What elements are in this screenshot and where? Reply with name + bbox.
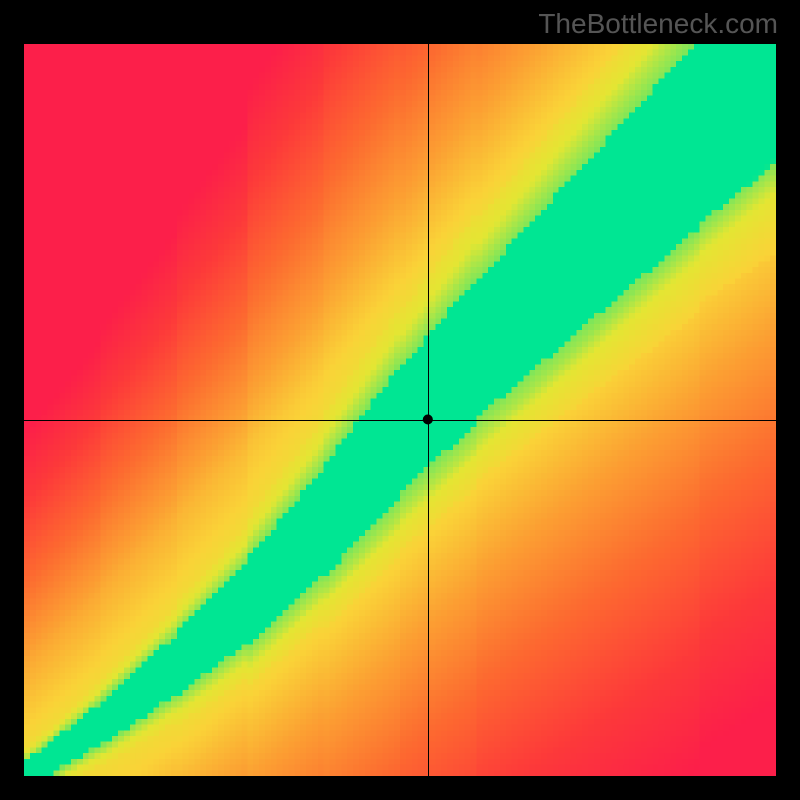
figure-root: TheBottleneck.com: [0, 0, 800, 800]
crosshair-overlay: [24, 44, 776, 776]
heatmap-plot-area: [24, 44, 776, 776]
watermark-text: TheBottleneck.com: [538, 8, 778, 40]
